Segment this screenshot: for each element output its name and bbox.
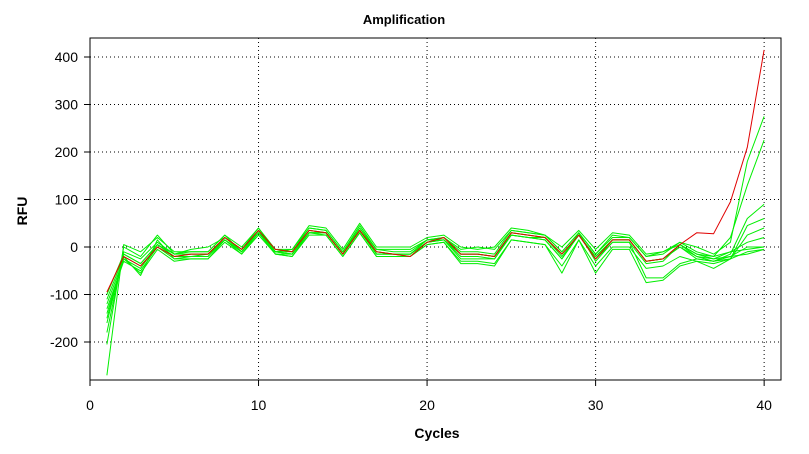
x-tick-label: 10: [251, 397, 267, 413]
y-tick-label: 400: [55, 49, 79, 65]
background-series-line: [106, 203, 765, 305]
y-tick-label: 200: [55, 144, 79, 160]
y-tick-label: -100: [50, 287, 78, 303]
y-tick-label: -200: [50, 334, 78, 350]
background-series-line: [106, 229, 765, 333]
x-tick-label: 20: [419, 397, 435, 413]
chart-title: Amplification: [363, 12, 445, 27]
plot-frame: [89, 37, 782, 381]
background-series-line: [106, 225, 765, 376]
y-tick-label: 0: [70, 239, 78, 255]
y-tick-label: 300: [55, 97, 79, 113]
background-series-line: [106, 222, 765, 345]
x-tick-label: 30: [588, 397, 604, 413]
y-axis-label: RFU: [14, 197, 30, 226]
x-tick-label: 0: [86, 397, 94, 413]
axis-ticks: -200 -100 0 100 200 300 400 0 10 20 30 40: [50, 49, 772, 413]
background-series-line: [106, 229, 765, 324]
y-tick-label: 100: [55, 192, 79, 208]
background-series-line: [106, 116, 765, 295]
amplified-series-line: [106, 49, 765, 293]
background-series-line: [106, 218, 765, 309]
grid-lines: [90, 38, 781, 380]
series-lines: [106, 49, 765, 376]
x-tick-label: 40: [756, 397, 772, 413]
x-axis-label: Cycles: [414, 425, 459, 441]
